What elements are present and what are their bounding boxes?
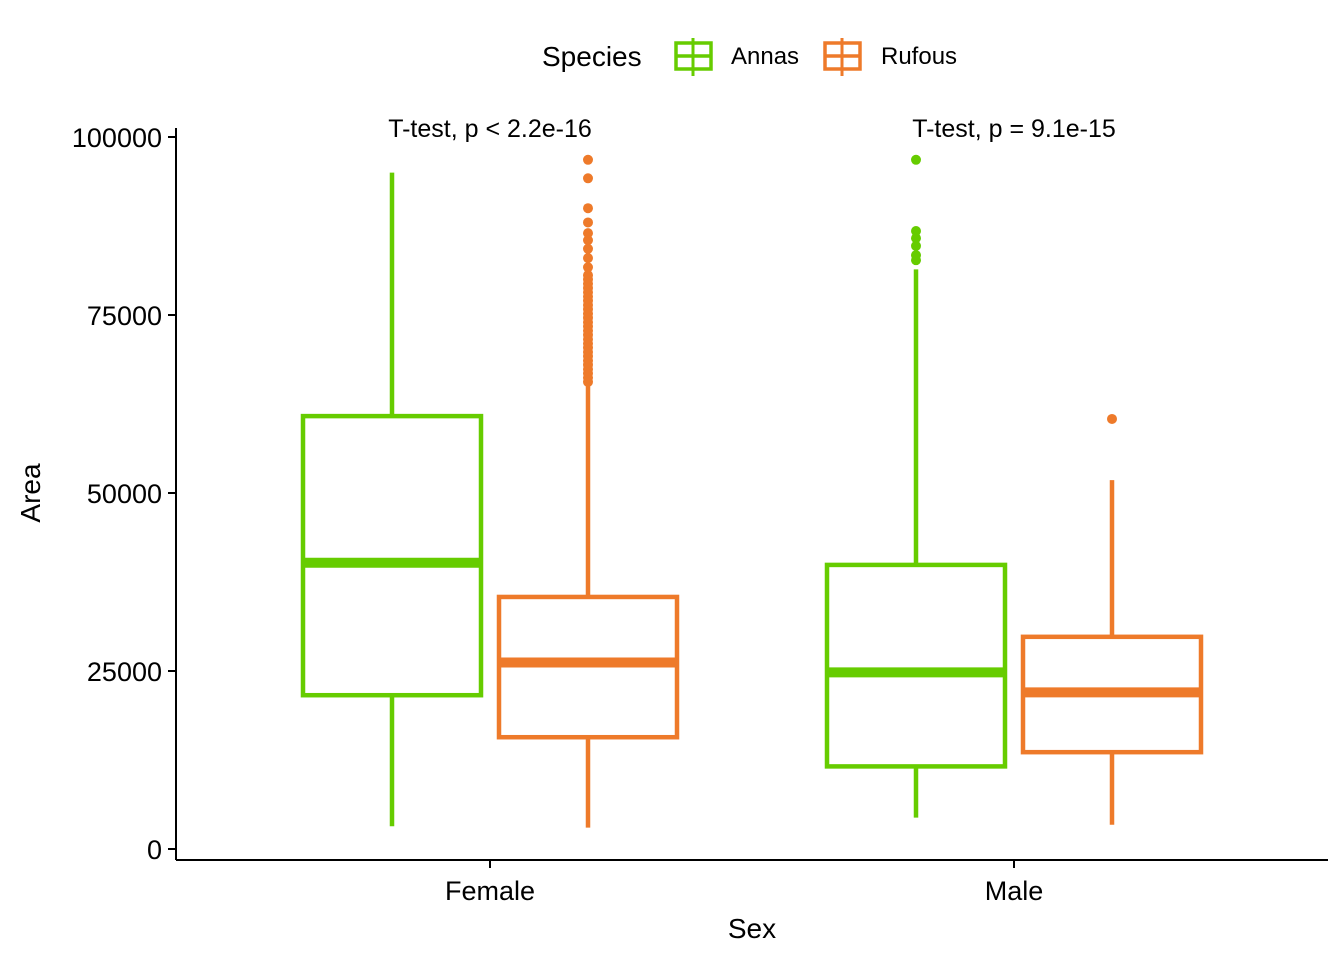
outlier-point	[583, 253, 593, 264]
box-annas-female	[300, 172, 484, 827]
box-rufous-female	[496, 154, 680, 828]
outlier-point	[1107, 413, 1117, 424]
y-tick-label: 50000	[87, 479, 162, 509]
y-tick-label: 0	[147, 835, 162, 865]
legend-label-rufous: Rufous	[881, 43, 957, 70]
legend-key-rufous	[823, 38, 862, 76]
box-annas-male	[824, 154, 1008, 818]
y-axis-ticks: 0 25000 50000 75000 100000	[72, 123, 176, 865]
x-tick-label: Male	[985, 876, 1044, 906]
box-iqr	[824, 562, 1008, 769]
outlier-point	[583, 203, 593, 214]
ttest-annotation: T-test, p = 9.1e-15	[912, 115, 1116, 143]
outlier-point	[583, 262, 593, 273]
outlier-point	[583, 173, 593, 184]
legend-title: Species	[542, 41, 642, 72]
outlier-point	[911, 233, 921, 244]
box-iqr	[300, 413, 484, 698]
outlier-point	[583, 228, 593, 239]
outlier-point	[583, 154, 593, 165]
y-axis-title: Area	[15, 463, 46, 523]
y-tick-label: 75000	[87, 301, 162, 331]
legend-label-annas: Annas	[731, 43, 799, 70]
series-annas	[300, 154, 1008, 827]
x-tick-label: Female	[445, 876, 535, 906]
box-series	[300, 154, 1204, 828]
x-axis-title: Sex	[728, 913, 776, 944]
outlier-point	[583, 217, 593, 228]
outlier-point	[911, 240, 921, 251]
outlier-point	[911, 250, 921, 261]
outlier-point	[583, 243, 593, 254]
outlier-point	[583, 270, 593, 281]
y-tick-label: 25000	[87, 657, 162, 687]
series-rufous	[496, 154, 1204, 828]
x-axis-ticks: Female Male	[445, 860, 1043, 906]
annotations: T-test, p < 2.2e-16 T-test, p = 9.1e-15	[388, 115, 1116, 143]
outlier-point	[911, 225, 921, 236]
box-rufous-male	[1020, 413, 1204, 825]
legend: Species Annas Rufous	[542, 38, 957, 76]
y-tick-label: 100000	[72, 123, 162, 153]
outlier-point	[583, 235, 593, 246]
ttest-annotation: T-test, p < 2.2e-16	[388, 115, 592, 143]
legend-key-annas	[674, 38, 713, 76]
outlier-point	[911, 154, 921, 165]
